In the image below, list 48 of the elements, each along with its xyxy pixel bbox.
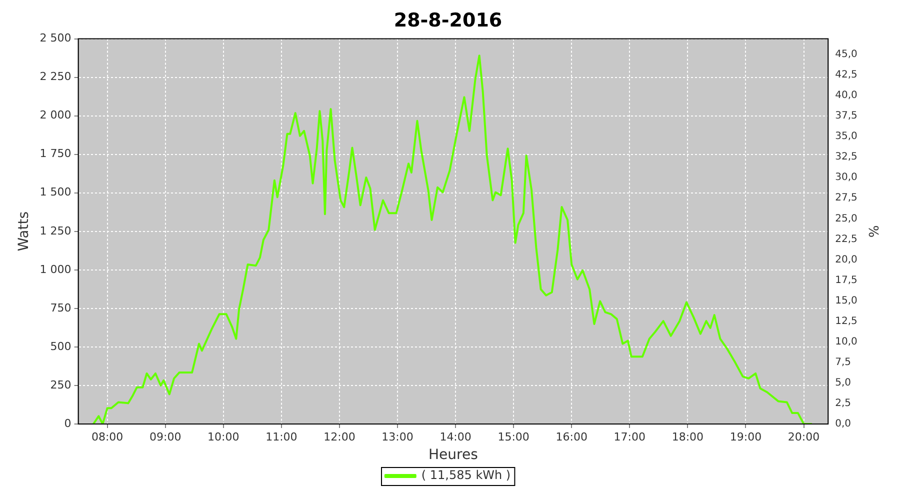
y2-tick-label: 7,5 <box>835 356 852 368</box>
y-tick-label: 2 250 <box>40 70 72 84</box>
y2-tick-label: 25,0 <box>835 213 858 224</box>
legend-label: ( 11,585 kWh ) <box>421 468 511 482</box>
y2-tick-label: 15,0 <box>835 295 858 306</box>
y2-tick-label: 30,0 <box>835 172 858 184</box>
x-tick-label: 14:00 <box>440 430 472 444</box>
y2-tick-label: 10,0 <box>835 336 858 348</box>
y2-tick-label: 5,0 <box>835 378 852 389</box>
y2-tick-label: 27,5 <box>835 192 858 204</box>
y2-tick-label: 22,5 <box>835 234 858 245</box>
x-tick-label: 16:00 <box>556 430 588 444</box>
y-tick-label: 2 000 <box>40 108 72 122</box>
x-tick-label: 12:00 <box>324 430 356 444</box>
x-tick-label: 13:00 <box>382 430 414 444</box>
y2-tick-label: 0,0 <box>835 418 852 430</box>
x-tick-label: 08:00 <box>91 430 124 444</box>
y-tick-label: 750 <box>50 301 72 314</box>
x-tick-label: 17:00 <box>614 430 646 444</box>
y2-tick-label: 42,5 <box>835 70 858 81</box>
y2-tick-label: 20,0 <box>835 254 858 266</box>
y2-tick-label: 32,5 <box>835 152 858 163</box>
y-tick-label: 0 <box>64 416 72 430</box>
y2-tick-label: 37,5 <box>835 110 858 122</box>
y-tick-label: 500 <box>50 340 72 353</box>
y2-tick-label: 35,0 <box>835 131 858 142</box>
x-tick-label: 18:00 <box>672 430 704 444</box>
y2-tick-label: 2,5 <box>835 398 852 410</box>
y-tick-label: 1 500 <box>40 186 72 199</box>
y2-tick-label: 17,5 <box>835 274 858 286</box>
x-axis-title: Heures <box>428 447 478 464</box>
y2-tick-label: 45,0 <box>835 49 858 60</box>
chart-title: 28-8-2016 <box>394 9 502 32</box>
y-tick-label: 1 250 <box>40 224 72 238</box>
y-tick-label: 250 <box>50 378 72 392</box>
y-tick-label: 2 500 <box>40 32 72 45</box>
y2-tick-label: 12,5 <box>835 316 858 327</box>
x-tick-label: 19:00 <box>730 430 762 444</box>
y-axis-title: Watts <box>16 211 32 252</box>
x-tick-label: 20:00 <box>788 430 820 444</box>
x-tick-label: 10:00 <box>208 430 240 444</box>
y-tick-label: 1 750 <box>40 147 72 160</box>
y-tick-label: 1 000 <box>40 262 72 276</box>
x-tick-label: 09:00 <box>149 430 182 444</box>
y2-axis-title: % <box>864 225 880 238</box>
x-tick-label: 11:00 <box>266 430 298 444</box>
x-tick-label: 15:00 <box>498 430 530 444</box>
y2-tick-label: 40,0 <box>835 90 858 102</box>
